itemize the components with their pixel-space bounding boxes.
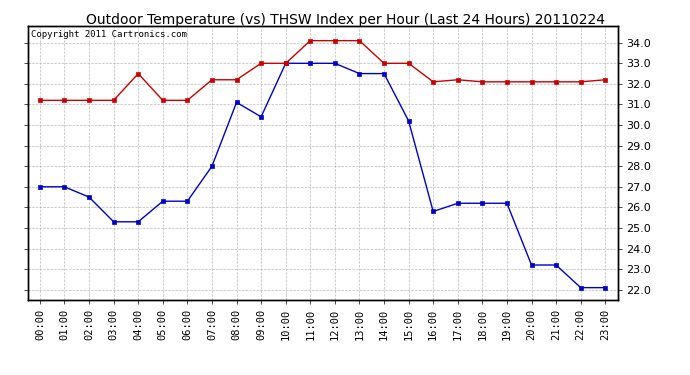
Text: Outdoor Temperature (vs) THSW Index per Hour (Last 24 Hours) 20110224: Outdoor Temperature (vs) THSW Index per … — [86, 13, 604, 27]
Text: Copyright 2011 Cartronics.com: Copyright 2011 Cartronics.com — [30, 30, 186, 39]
